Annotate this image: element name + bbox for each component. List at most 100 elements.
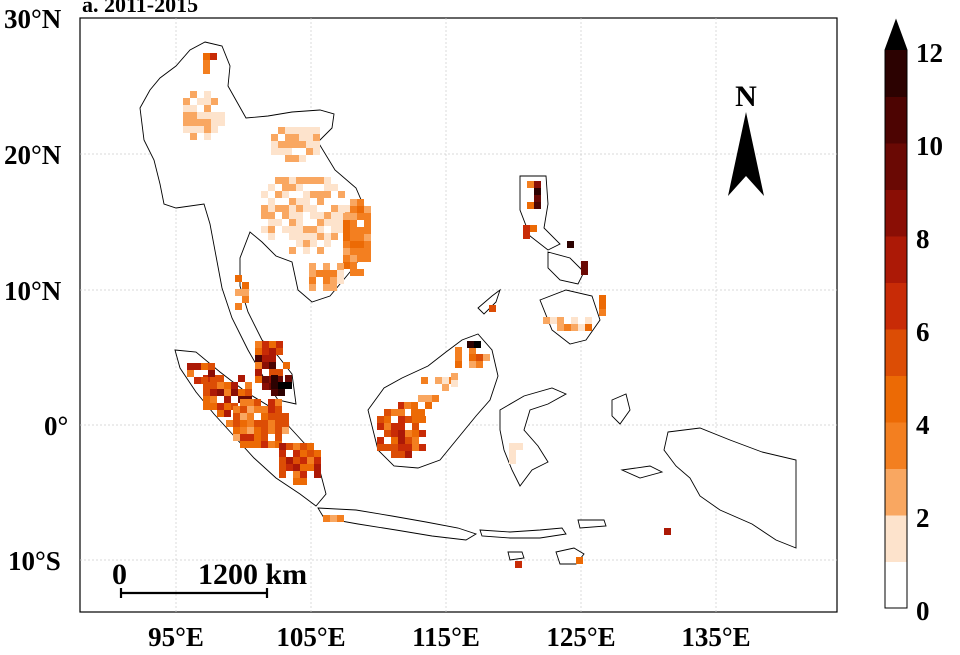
value-cell: [231, 389, 238, 396]
value-cell: [208, 370, 215, 377]
value-cell: [224, 396, 231, 403]
value-cell: [255, 362, 262, 369]
value-cell: [350, 220, 357, 227]
value-cell: [337, 515, 344, 522]
value-cell: [190, 112, 197, 119]
value-cell: [343, 220, 350, 227]
value-cell: [306, 134, 313, 141]
value-cell: [442, 384, 449, 391]
value-cell: [296, 240, 303, 247]
value-cell: [357, 248, 364, 255]
north-arrow-icon: [728, 112, 764, 196]
value-cell: [269, 341, 276, 348]
value-cell: [314, 450, 321, 457]
value-cell: [261, 212, 268, 219]
value-cell: [384, 423, 391, 430]
value-cell: [268, 399, 275, 406]
value-cell: [323, 270, 330, 277]
colorbar-tick-labels: 0 2 4 6 8 10 12: [916, 38, 943, 626]
value-cell: [405, 444, 412, 451]
value-cell: [282, 427, 289, 434]
value-cell: [345, 205, 352, 212]
value-cell: [576, 557, 583, 564]
value-cell: [293, 450, 300, 457]
value-cell: [419, 430, 426, 437]
value-cell: [211, 119, 218, 126]
value-cell: [357, 227, 364, 234]
value-cell: [299, 127, 306, 134]
value-cell: [242, 282, 249, 289]
value-cell: [343, 248, 350, 255]
value-cell: [469, 361, 476, 368]
value-cell: [316, 270, 323, 277]
value-cell: [331, 184, 338, 191]
value-cell: [314, 457, 321, 464]
value-cell: [289, 233, 296, 240]
value-cell: [275, 219, 282, 226]
value-cell: [278, 148, 285, 155]
value-cell: [523, 225, 530, 232]
value-cell: [398, 437, 405, 444]
value-cell: [509, 457, 516, 464]
value-cell: [269, 355, 276, 362]
value-cell: [307, 464, 314, 471]
value-cell: [204, 133, 211, 140]
value-cell: [210, 389, 217, 396]
value-cell: [203, 53, 210, 60]
scale-bar: 0 1200 km: [112, 558, 307, 598]
value-cell: [314, 464, 321, 471]
value-cell: [455, 354, 462, 361]
value-cell: [289, 184, 296, 191]
value-cell: [233, 420, 240, 427]
value-cell: [467, 341, 474, 348]
value-cell: [405, 451, 412, 458]
value-cell: [190, 126, 197, 133]
value-cell: [317, 212, 324, 219]
value-cell: [300, 443, 307, 450]
value-cell: [309, 270, 316, 277]
value-cell: [324, 240, 331, 247]
value-cell: [293, 443, 300, 450]
value-cell: [296, 177, 303, 184]
value-cell: [261, 420, 268, 427]
value-cell: [581, 268, 588, 275]
value-cell: [254, 434, 261, 441]
value-cell: [285, 148, 292, 155]
value-cell: [299, 155, 306, 162]
value-cell: [350, 248, 357, 255]
lat-label-30n: 30°N: [4, 4, 62, 34]
value-cell: [377, 444, 384, 451]
value-cell: [289, 177, 296, 184]
value-cell: [293, 471, 300, 478]
value-cell: [240, 434, 247, 441]
value-cell: [377, 416, 384, 423]
value-cell: [331, 219, 338, 226]
value-cell: [208, 363, 215, 370]
value-cell: [275, 205, 282, 212]
value-cell: [469, 347, 476, 354]
value-cell: [296, 219, 303, 226]
value-cell: [289, 212, 296, 219]
value-cell: [307, 443, 314, 450]
value-cell: [310, 240, 317, 247]
value-cell: [269, 369, 276, 376]
value-cell: [303, 240, 310, 247]
value-cell: [523, 232, 530, 239]
colorbar-tick-4: 4: [916, 410, 930, 440]
value-cell: [343, 241, 350, 248]
value-cell: [262, 348, 269, 355]
value-cell: [292, 141, 299, 148]
value-cell: [203, 396, 210, 403]
colorbar: [884, 18, 908, 609]
seram-island: [620, 465, 664, 479]
lat-label-10s: 10°S: [8, 546, 61, 576]
value-cell: [282, 184, 289, 191]
value-cell: [224, 382, 231, 389]
value-cell: [317, 219, 324, 226]
value-cell: [309, 277, 316, 284]
value-cell: [282, 413, 289, 420]
value-cell: [391, 430, 398, 437]
value-cell: [197, 119, 204, 126]
value-cell: [391, 409, 398, 416]
value-cell: [286, 457, 293, 464]
